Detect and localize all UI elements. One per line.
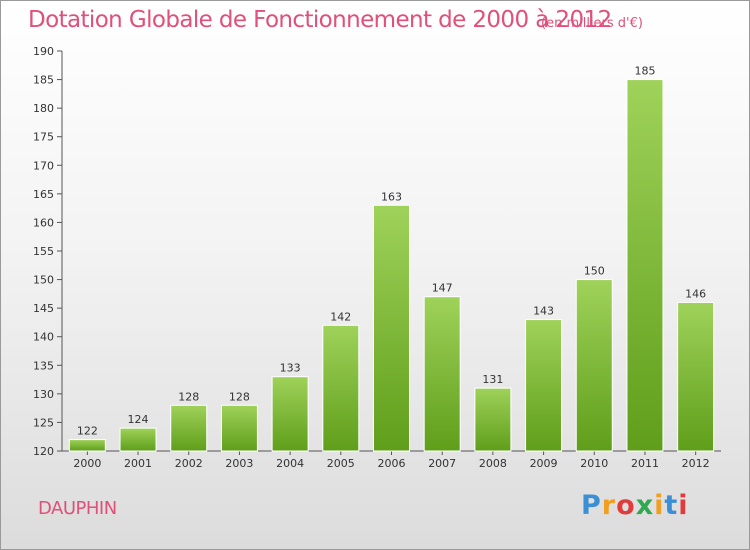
data-label-2009: 143 [533,305,554,318]
data-label-2000: 122 [77,425,98,438]
bar-2005 [322,324,360,452]
chart-title: Dotation Globale de Fonctionnement de 20… [28,7,612,33]
y-tick-label: 155 [33,245,54,258]
x-tick-label-2007: 2007 [428,457,456,470]
x-tick-label-2003: 2003 [225,457,253,470]
x-tick-label-2005: 2005 [327,457,355,470]
data-label-2006: 163 [381,190,402,203]
bar-2004 [271,376,309,452]
y-tick-label: 165 [33,188,54,201]
bar-2000 [68,439,106,452]
logo-letter: P [581,490,602,521]
bar-2001 [119,427,157,452]
bar-2008 [474,387,512,452]
y-tick-label: 150 [33,274,54,287]
data-label-2012: 146 [685,287,706,300]
x-tick-label-2012: 2012 [682,457,710,470]
x-tick-label-2001: 2001 [124,457,152,470]
y-tick-label: 120 [33,445,54,458]
y-tick-label: 125 [33,416,54,429]
data-label-2007: 147 [432,282,453,295]
y-tick-label: 130 [33,388,54,401]
y-tick-label: 175 [33,131,54,144]
data-label-2011: 185 [634,65,655,78]
x-tick-label-2006: 2006 [378,457,406,470]
bar-2012 [677,301,715,452]
logo-letter: o [616,490,636,521]
chart-unit: (en milliers d'€) [541,16,643,31]
y-tick-label: 135 [33,359,54,372]
x-tick-label-2004: 2004 [276,457,304,470]
y-tick-label: 185 [33,74,54,87]
data-label-2004: 133 [280,362,301,375]
logo-letter: i [678,490,689,521]
data-label-2005: 142 [330,310,351,323]
x-tick-label-2008: 2008 [479,457,507,470]
bar-2002 [170,404,208,452]
y-tick-label: 145 [33,302,54,315]
data-label-2002: 128 [178,390,199,403]
logo-letter: t [664,490,679,521]
data-label-2008: 131 [482,373,503,386]
y-tick-label: 140 [33,331,54,344]
bar-2011 [626,79,664,452]
bar-2007 [423,296,461,452]
data-label-2010: 150 [584,265,605,278]
x-tick-label-2011: 2011 [631,457,659,470]
bar-2009 [525,319,563,452]
logo-letter: x [635,490,655,521]
x-tick-label-2002: 2002 [175,457,203,470]
bar-2010 [575,279,613,452]
logo-letter: r [601,490,617,521]
x-tick-label-2010: 2010 [580,457,608,470]
data-label-2001: 124 [128,413,149,426]
y-tick-label: 170 [33,159,54,172]
proxiti-logo: Proxiti [581,490,689,521]
x-tick-label-2009: 2009 [530,457,558,470]
commune-name: DAUPHIN [38,498,117,519]
logo-letter: i [654,490,665,521]
y-tick-label: 190 [33,45,54,58]
data-label-2003: 128 [229,390,250,403]
y-tick-label: 160 [33,216,54,229]
y-tick-label: 180 [33,102,54,115]
bar-2003 [220,404,258,452]
bar-2006 [373,204,410,452]
x-tick-label-2000: 2000 [73,457,101,470]
